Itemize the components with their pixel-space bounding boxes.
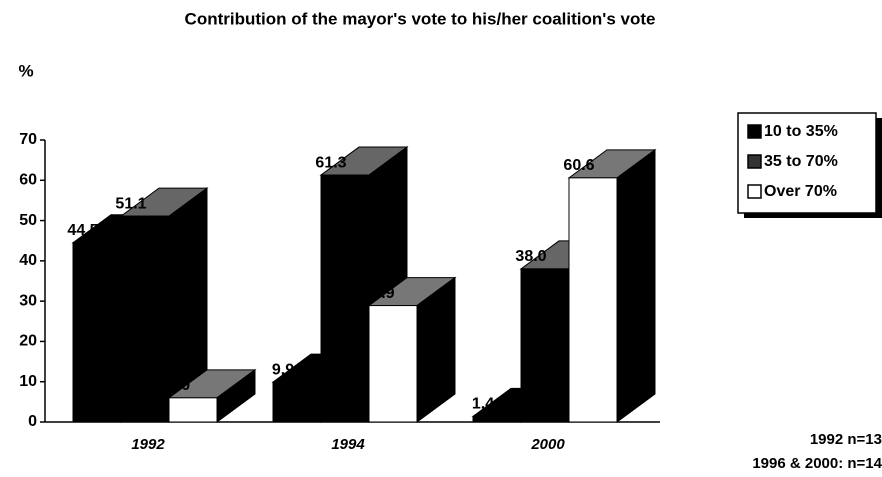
bar	[520, 268, 570, 423]
legend-swatch	[747, 154, 762, 169]
y-tick-label: 70	[19, 131, 37, 148]
y-tick-label: 50	[19, 212, 37, 229]
chart-title: Contribution of the mayor's vote to his/…	[185, 9, 656, 28]
legend-label: 35 to 70%	[764, 153, 838, 170]
bar	[168, 397, 218, 423]
value-label: 1.4	[472, 396, 494, 413]
bar	[272, 381, 322, 423]
bar	[368, 305, 418, 423]
y-tick-label: 0	[28, 413, 37, 430]
value-label: 51.1	[115, 195, 146, 212]
x-tick-label: 1994	[331, 436, 365, 453]
value-label: 44.5	[67, 222, 98, 239]
legend-label: Over 70%	[764, 183, 837, 200]
note: 1996 & 2000: n=14	[752, 455, 882, 472]
y-tick-label: 20	[19, 333, 37, 350]
x-tick-label: 2000	[530, 436, 565, 453]
bar-side	[616, 148, 656, 423]
bar	[72, 242, 122, 423]
value-label: 38.0	[515, 248, 546, 265]
value-label: 9.9	[272, 361, 294, 378]
y-tick-label: 30	[19, 292, 37, 309]
y-tick-label: 60	[19, 172, 37, 189]
value-label: 28.9	[363, 285, 394, 302]
y-tick-label: 40	[19, 252, 37, 269]
y-axis-label: %	[18, 61, 33, 80]
value-label: 61.3	[315, 154, 346, 171]
legend-swatch	[747, 184, 762, 199]
y-tick-label: 10	[19, 373, 37, 390]
bar	[120, 215, 170, 423]
bar	[320, 174, 370, 423]
bar	[472, 415, 522, 423]
legend-label: 10 to 35%	[764, 123, 838, 140]
bar	[568, 177, 618, 423]
value-label: 6.0	[168, 377, 190, 394]
x-tick-label: 1992	[131, 436, 165, 453]
note: 1992 n=13	[810, 431, 882, 448]
value-label: 60.6	[563, 157, 594, 174]
legend-swatch	[747, 124, 762, 139]
